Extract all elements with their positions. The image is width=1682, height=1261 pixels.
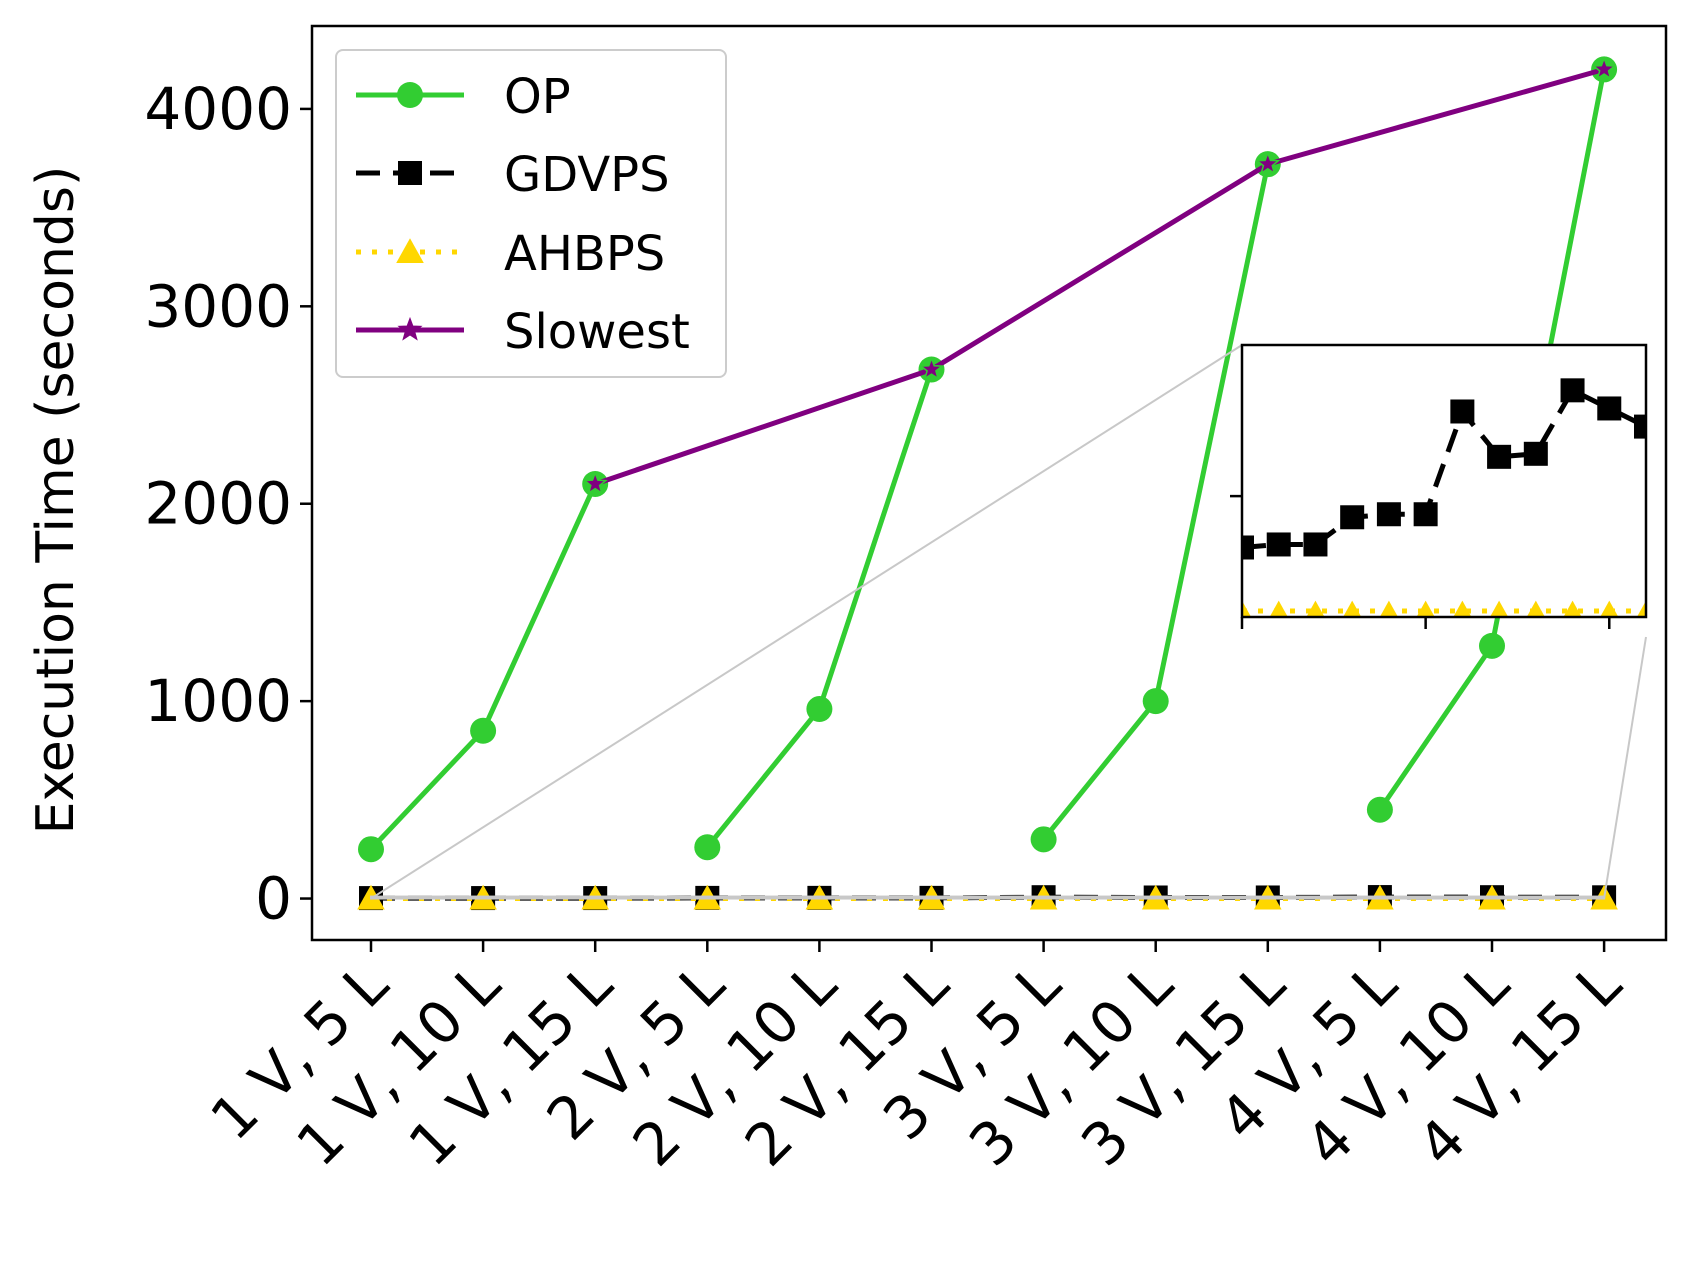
legend: OP GDVPS AHBPS Slowest — [335, 49, 727, 378]
point-op-1 — [358, 836, 384, 863]
inset-point-ahbps-10 — [1563, 600, 1582, 617]
y-tick-label: 0 — [255, 865, 292, 933]
legend-marker-gdvps — [398, 161, 422, 185]
inset-point-ahbps-11 — [1600, 600, 1619, 617]
legend-label-gdvps: GDVPS — [504, 147, 670, 203]
inset-point-gdvps-10 — [1560, 378, 1585, 403]
point-slowest-9 — [1255, 151, 1281, 175]
legend-marker-slowest — [397, 316, 423, 341]
point-slowest-3 — [582, 470, 608, 495]
connector-line-right — [1603, 636, 1647, 899]
point-op-4 — [694, 834, 721, 861]
point-op-2 — [470, 717, 497, 744]
legend-entry-slowest: Slowest — [356, 304, 690, 360]
point-op-11 — [1479, 632, 1505, 659]
y-tick-label: 1000 — [144, 667, 292, 735]
inset-connector-lines — [370, 344, 1647, 900]
zoom-inset — [1230, 343, 1648, 629]
y-tick-label: 4000 — [144, 75, 292, 143]
inset-point-gdvps-2 — [1266, 532, 1291, 557]
line-op-group-2 — [705, 368, 934, 849]
y-axis-ticks: 0 1000 2000 3000 4000 — [144, 75, 312, 933]
series-slowest — [582, 56, 1617, 495]
inset-point-gdvps-7 — [1450, 399, 1475, 424]
inset-point-ahbps-12 — [1636, 600, 1646, 617]
inset-point-ahbps-6 — [1416, 600, 1435, 617]
inset-point-gdvps-9 — [1523, 441, 1548, 466]
line-op-group-3 — [1041, 163, 1271, 841]
connector-line-left — [370, 344, 1243, 900]
y-tick-label: 3000 — [144, 272, 292, 340]
inset-point-gdvps-6 — [1413, 502, 1438, 527]
legend-marker-op — [397, 82, 423, 108]
inset-point-gdvps-5 — [1376, 502, 1401, 527]
inset-point-gdvps-4 — [1340, 505, 1365, 530]
legend-label-slowest: Slowest — [504, 304, 690, 360]
inset-point-gdvps-3 — [1303, 532, 1328, 557]
y-tick-label: 2000 — [144, 470, 292, 538]
inset-point-ahbps-4 — [1343, 600, 1362, 617]
inset-point-gdvps-11 — [1597, 396, 1622, 421]
legend-entry-gdvps: GDVPS — [356, 147, 670, 203]
legend-label-op: OP — [504, 69, 571, 125]
legend-marker-ahbps — [396, 238, 424, 264]
line-slowest — [594, 66, 1605, 487]
line-op-group-1 — [369, 482, 598, 851]
point-slowest-12 — [1591, 56, 1617, 81]
point-op-8 — [1142, 688, 1169, 715]
inset-point-ahbps-8 — [1489, 600, 1509, 617]
legend-label-ahbps: AHBPS — [504, 226, 665, 282]
zoom-region-box — [370, 895, 1606, 900]
inset-point-ahbps-5 — [1379, 600, 1399, 617]
inset-point-ahbps-3 — [1306, 600, 1325, 617]
inset-point-gdvps-8 — [1487, 444, 1512, 469]
legend-box — [335, 49, 727, 378]
inset-background — [1242, 345, 1646, 617]
x-axis-ticks: 1 V, 5 L1 V, 10 L1 V, 15 L2 V, 5 L2 V, 1… — [198, 940, 1634, 1179]
inset-point-ahbps-7 — [1453, 600, 1472, 617]
plot-frame — [310, 24, 1668, 942]
point-slowest-6 — [918, 356, 945, 381]
inset-series — [1242, 378, 1646, 617]
inset-point-gdvps-12 — [1634, 414, 1646, 439]
legend-entry-op: OP — [356, 69, 571, 125]
legend-entry-ahbps: AHBPS — [356, 226, 665, 282]
point-op-5 — [806, 696, 833, 723]
point-op-10 — [1366, 796, 1393, 823]
y-axis-label: Execution Time (seconds) — [26, 166, 86, 835]
inset-point-ahbps-2 — [1269, 600, 1288, 617]
inset-point-gdvps-1 — [1242, 535, 1254, 560]
inset-point-ahbps-1 — [1242, 600, 1252, 617]
inset-frame — [1240, 343, 1648, 619]
point-op-7 — [1030, 826, 1057, 853]
inset-point-ahbps-9 — [1526, 600, 1545, 617]
